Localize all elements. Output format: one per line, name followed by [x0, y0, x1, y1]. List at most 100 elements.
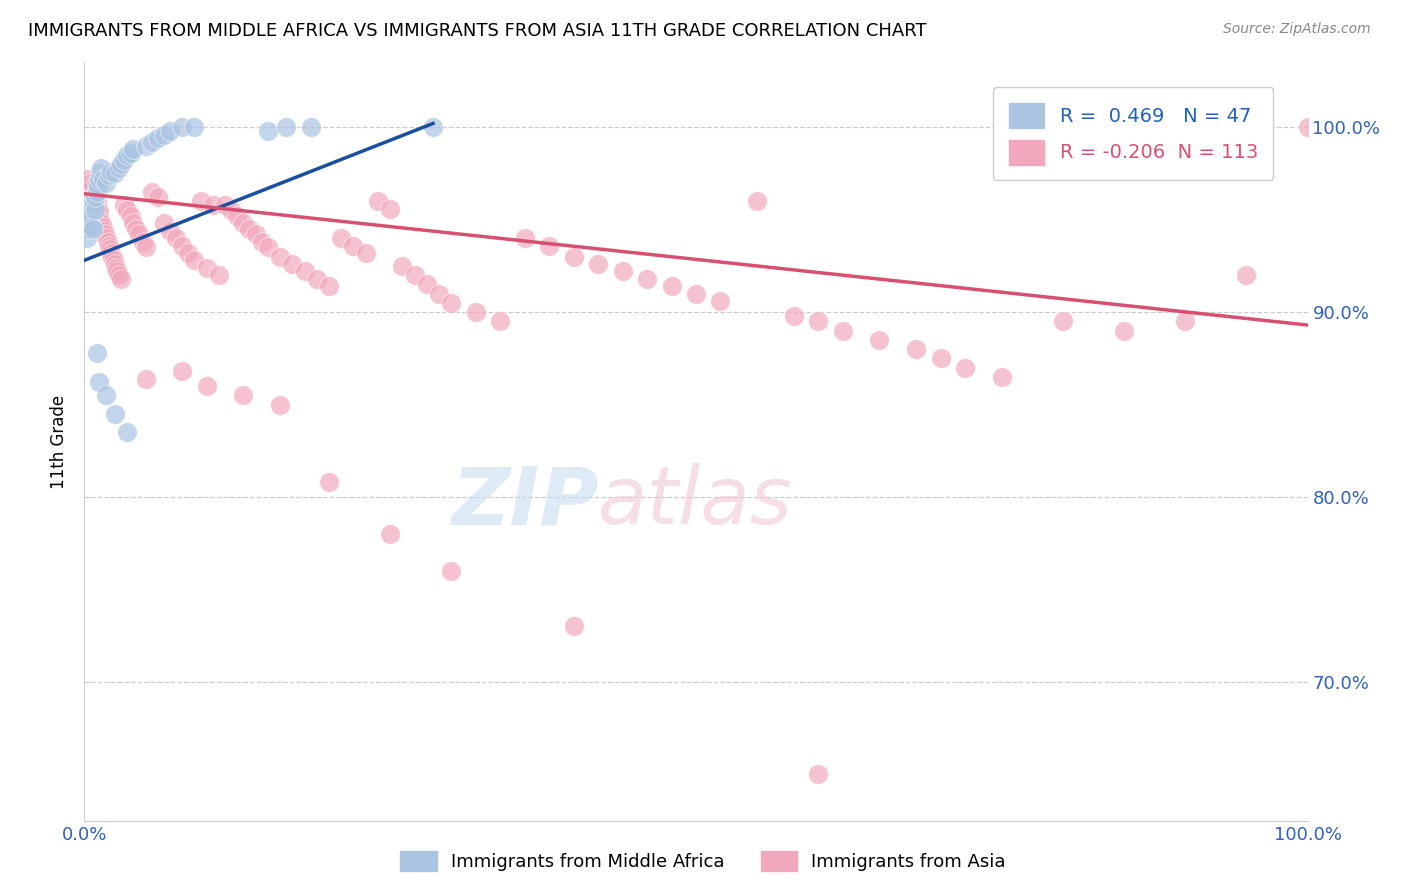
Point [807, 767, 830, 781]
Point [172, 120, 194, 135]
Point [294, 264, 316, 278]
Point [77, 185, 100, 199]
Point [86, 185, 108, 199]
Point [929, 351, 952, 366]
Point [120, 146, 142, 161]
Point [305, 272, 328, 286]
Point [562, 619, 585, 633]
Point [100, 164, 122, 178]
Point [87, 202, 110, 216]
Point [427, 286, 450, 301]
Point [354, 246, 377, 260]
Point [104, 407, 127, 421]
Point [269, 398, 291, 412]
Point [146, 131, 169, 145]
Point [82, 222, 104, 236]
Point [214, 198, 236, 212]
Point [90, 161, 112, 175]
Point [122, 216, 145, 230]
Point [165, 231, 187, 245]
Point [79, 209, 101, 223]
Point [276, 120, 298, 135]
Point [107, 161, 129, 175]
Point [77, 222, 100, 236]
Point [226, 209, 249, 223]
Point [269, 250, 291, 264]
Point [91, 172, 114, 186]
Point [87, 205, 110, 219]
Point [177, 246, 200, 260]
Point [93, 224, 115, 238]
Point [612, 264, 634, 278]
Point [869, 333, 891, 347]
Point [807, 314, 830, 328]
Point [367, 194, 389, 208]
Text: atlas: atlas [598, 463, 793, 541]
Text: IMMIGRANTS FROM MIDDLE AFRICA VS IMMIGRANTS FROM ASIA 11TH GRADE CORRELATION CHA: IMMIGRANTS FROM MIDDLE AFRICA VS IMMIGRA… [28, 22, 927, 40]
Point [89, 166, 111, 180]
Point [661, 279, 683, 293]
Point [1236, 268, 1258, 282]
Point [159, 124, 181, 138]
Point [991, 369, 1014, 384]
Point [905, 342, 928, 356]
Point [747, 194, 769, 208]
Point [281, 257, 304, 271]
Point [153, 216, 176, 230]
Text: Source: ZipAtlas.com: Source: ZipAtlas.com [1223, 22, 1371, 37]
Point [110, 272, 132, 286]
Point [172, 364, 194, 378]
Point [115, 148, 138, 162]
Point [183, 120, 205, 135]
Point [82, 179, 104, 194]
Point [100, 246, 122, 260]
Point [538, 238, 561, 252]
Point [115, 203, 138, 218]
Point [115, 425, 138, 440]
Point [141, 185, 163, 199]
Point [586, 257, 609, 271]
Point [562, 250, 585, 264]
Point [97, 235, 120, 249]
Point [257, 124, 280, 138]
Point [195, 379, 218, 393]
Point [112, 153, 135, 168]
Point [190, 194, 212, 208]
Point [83, 198, 105, 212]
Point [257, 240, 280, 254]
Point [1114, 324, 1136, 338]
Point [183, 253, 205, 268]
Point [318, 279, 340, 293]
Point [128, 227, 150, 242]
Point [141, 135, 163, 149]
Point [79, 216, 101, 230]
Point [125, 222, 148, 236]
Point [76, 231, 98, 245]
Point [489, 314, 512, 328]
Point [122, 142, 145, 156]
Point [232, 216, 254, 230]
Point [89, 212, 111, 227]
Point [101, 250, 124, 264]
Point [422, 120, 444, 135]
Point [80, 220, 103, 235]
Point [238, 222, 260, 236]
Point [105, 260, 128, 275]
Point [80, 190, 103, 204]
Point [87, 376, 110, 390]
Text: ZIP: ZIP [451, 463, 598, 541]
Point [110, 157, 132, 171]
Point [96, 176, 118, 190]
Point [96, 388, 118, 402]
Point [195, 260, 218, 275]
Point [440, 296, 463, 310]
Point [245, 227, 267, 242]
Point [636, 272, 658, 286]
Point [201, 198, 224, 212]
Point [83, 198, 105, 212]
Point [232, 388, 254, 402]
Point [82, 194, 104, 208]
Point [250, 235, 273, 249]
Point [831, 324, 853, 338]
Point [783, 309, 806, 323]
